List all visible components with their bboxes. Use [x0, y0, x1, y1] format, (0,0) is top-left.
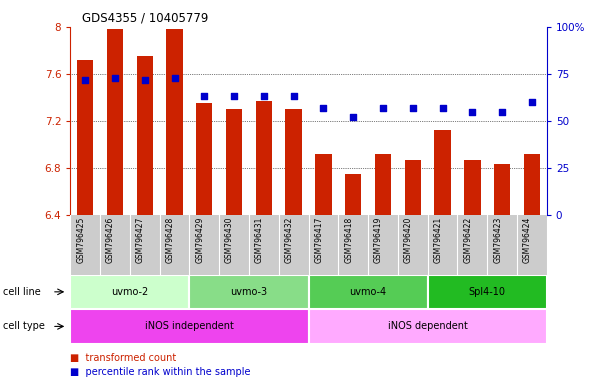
- Bar: [428, 275, 547, 309]
- Text: GSM796427: GSM796427: [136, 217, 145, 263]
- Bar: [77, 60, 93, 215]
- Point: [259, 93, 269, 99]
- Text: GSM796421: GSM796421: [434, 217, 442, 263]
- Bar: [196, 103, 213, 215]
- Text: iNOS independent: iNOS independent: [145, 321, 234, 331]
- Text: GSM796420: GSM796420: [404, 217, 413, 263]
- Bar: [189, 275, 309, 309]
- Text: GSM796419: GSM796419: [374, 217, 383, 263]
- Point: [80, 76, 90, 83]
- Point: [229, 93, 239, 99]
- Text: GSM796431: GSM796431: [255, 217, 264, 263]
- Bar: [107, 29, 123, 215]
- Point: [110, 74, 120, 81]
- Text: GSM796430: GSM796430: [225, 217, 234, 263]
- Bar: [136, 56, 153, 215]
- Bar: [166, 29, 183, 215]
- Point: [497, 109, 507, 115]
- Bar: [315, 154, 332, 215]
- Bar: [375, 154, 391, 215]
- Bar: [70, 309, 309, 344]
- Point: [170, 74, 180, 81]
- Point: [140, 76, 150, 83]
- Point: [318, 105, 328, 111]
- Text: GSM796424: GSM796424: [523, 217, 532, 263]
- Point: [378, 105, 388, 111]
- Text: uvmo-2: uvmo-2: [111, 287, 148, 297]
- Text: cell type: cell type: [3, 321, 45, 331]
- Text: GSM796418: GSM796418: [344, 217, 353, 263]
- Bar: [524, 154, 540, 215]
- Bar: [309, 309, 547, 344]
- Point: [199, 93, 209, 99]
- Bar: [404, 160, 421, 215]
- Text: GSM796422: GSM796422: [463, 217, 472, 263]
- Point: [408, 105, 418, 111]
- Text: iNOS dependent: iNOS dependent: [388, 321, 467, 331]
- Bar: [494, 164, 510, 215]
- Bar: [255, 101, 272, 215]
- Text: GSM796429: GSM796429: [196, 217, 204, 263]
- Bar: [309, 275, 428, 309]
- Text: cell line: cell line: [3, 287, 41, 297]
- Bar: [285, 109, 302, 215]
- Point: [437, 105, 447, 111]
- Text: Spl4-10: Spl4-10: [469, 287, 506, 297]
- Text: GSM796432: GSM796432: [285, 217, 294, 263]
- Text: GDS4355 / 10405779: GDS4355 / 10405779: [82, 12, 209, 25]
- Bar: [464, 160, 481, 215]
- Point: [467, 109, 477, 115]
- Text: uvmo-4: uvmo-4: [349, 287, 387, 297]
- Text: ■  transformed count: ■ transformed count: [70, 353, 177, 363]
- Bar: [434, 130, 451, 215]
- Bar: [226, 109, 243, 215]
- Text: GSM796423: GSM796423: [493, 217, 502, 263]
- Point: [348, 114, 358, 120]
- Text: GSM796428: GSM796428: [166, 217, 175, 263]
- Text: uvmo-3: uvmo-3: [230, 287, 268, 297]
- Text: ■  percentile rank within the sample: ■ percentile rank within the sample: [70, 367, 251, 377]
- Point: [527, 99, 537, 105]
- Text: GSM796426: GSM796426: [106, 217, 115, 263]
- Text: GSM796417: GSM796417: [315, 217, 323, 263]
- Bar: [70, 275, 189, 309]
- Point: [289, 93, 299, 99]
- Text: GSM796425: GSM796425: [76, 217, 85, 263]
- Bar: [345, 174, 362, 215]
